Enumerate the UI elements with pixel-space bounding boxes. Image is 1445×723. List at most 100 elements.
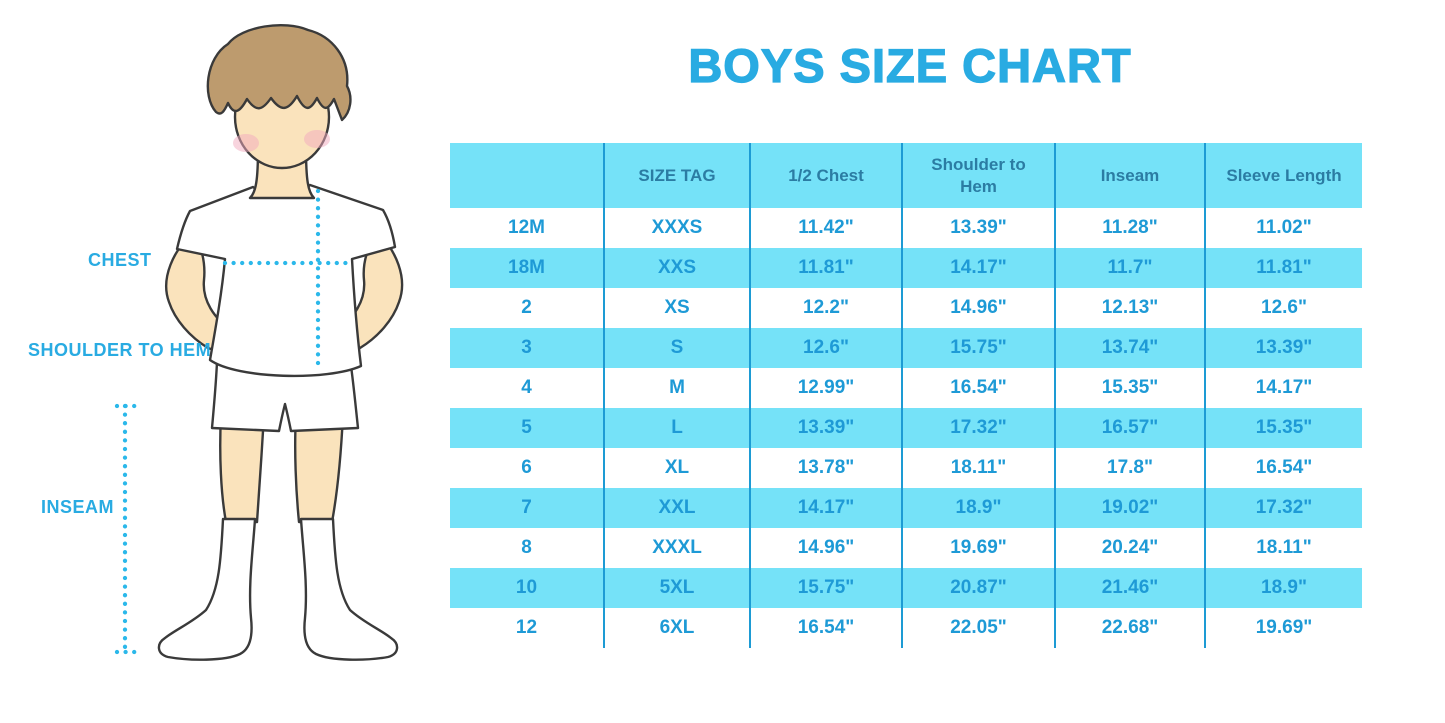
- table-cell: 19.02": [1054, 488, 1205, 528]
- table-row: 12 6XL 16.54" 22.05" 22.68" 19.69": [450, 608, 1362, 648]
- left-sock: [157, 517, 257, 661]
- table-cell: 12.6": [749, 328, 902, 368]
- table-cell: 22.68": [1054, 608, 1205, 648]
- table-cell: 12.6": [1204, 288, 1362, 328]
- table-cell: 17.32": [1204, 488, 1362, 528]
- table-cell: XXS: [603, 248, 750, 288]
- table-cell: 12: [450, 608, 604, 648]
- table-cell: XS: [603, 288, 750, 328]
- table-cell: 19.69": [901, 528, 1055, 568]
- table-cell: 20.24": [1054, 528, 1205, 568]
- table-cell: 18.9": [901, 488, 1055, 528]
- table-cell: 12.2": [749, 288, 902, 328]
- table-cell: 7: [450, 488, 604, 528]
- table-cell: 5: [450, 408, 604, 448]
- boy-measurement-illustration: CHEST SHOULDER TO HEM INSEAM: [0, 0, 450, 723]
- table-cell: 11.42": [749, 208, 902, 248]
- table-cell: 12.99": [749, 368, 902, 408]
- table-cell: 19.69": [1204, 608, 1362, 648]
- table-cell: 22.05": [901, 608, 1055, 648]
- table-cell: 20.87": [901, 568, 1055, 608]
- shorts: [210, 360, 360, 433]
- table-cell: 12M: [450, 208, 604, 248]
- table-cell: XL: [603, 448, 750, 488]
- table-cell: 16.54": [1204, 448, 1362, 488]
- table-cell: 6: [450, 448, 604, 488]
- table-cell: 16.57": [1054, 408, 1205, 448]
- table-cell: 18.11": [901, 448, 1055, 488]
- table-cell: 11.28": [1054, 208, 1205, 248]
- column-header: 1/2 Chest: [749, 143, 902, 208]
- table-cell: 14.17": [901, 248, 1055, 288]
- right-sock: [299, 517, 399, 661]
- table-cell: 10: [450, 568, 604, 608]
- table-cell: 3: [450, 328, 604, 368]
- table-cell: 14.96": [749, 528, 902, 568]
- size-table: SIZE TAG 1/2 Chest Shoulder to Hem Inseam Sl…: [450, 143, 1362, 648]
- table-cell: 15.75": [901, 328, 1055, 368]
- table-cell: 13.39": [901, 208, 1055, 248]
- left-leg: [219, 413, 266, 524]
- table-cell: 13.39": [749, 408, 902, 448]
- table-row: 12M XXXS 11.42" 13.39" 11.28" 11.02": [450, 208, 1362, 248]
- column-header: SIZE TAG: [603, 143, 750, 208]
- chest-label: CHEST: [88, 250, 152, 270]
- table-cell: 11.02": [1204, 208, 1362, 248]
- column-header: Shoulder to Hem: [901, 143, 1055, 208]
- table-cell: 11.81": [1204, 248, 1362, 288]
- table-row: 8 XXXL 14.96" 19.69" 20.24" 18.11": [450, 528, 1362, 568]
- table-cell: 11.81": [749, 248, 902, 288]
- table-cell: 13.39": [1204, 328, 1362, 368]
- table-cell: 15.75": [749, 568, 902, 608]
- page-title: BOYS SIZE CHART: [688, 38, 1132, 92]
- table-row: 4 M 12.99" 16.54" 15.35" 14.17": [450, 368, 1362, 408]
- table-row: 7 XXL 14.17" 18.9" 19.02" 17.32": [450, 488, 1362, 528]
- table-row: 18M XXS 11.81" 14.17" 11.7" 11.81": [450, 248, 1362, 288]
- table-row: 2 XS 12.2" 14.96" 12.13" 12.6": [450, 288, 1362, 328]
- column-header: Inseam: [1054, 143, 1205, 208]
- table-cell: 21.46": [1054, 568, 1205, 608]
- table-cell: M: [603, 368, 750, 408]
- table-row: 5 L 13.39" 17.32" 16.57" 15.35": [450, 408, 1362, 448]
- column-header: [450, 143, 604, 208]
- right-cheek: [304, 130, 330, 148]
- table-header-row: SIZE TAG 1/2 Chest Shoulder to Hem Inseam Sl…: [450, 143, 1362, 208]
- table-cell: 14.17": [1204, 368, 1362, 408]
- table-cell: 18.11": [1204, 528, 1362, 568]
- table-cell: 2: [450, 288, 604, 328]
- table-cell: 15.35": [1054, 368, 1205, 408]
- hair: [206, 24, 352, 122]
- inseam-label: INSEAM: [41, 497, 115, 517]
- table-cell: 12.13": [1054, 288, 1205, 328]
- column-header: Sleeve Length: [1204, 143, 1362, 208]
- table-cell: 15.35": [1204, 408, 1362, 448]
- table-row: 10 5XL 15.75" 20.87" 21.46" 18.9": [450, 568, 1362, 608]
- table-cell: S: [603, 328, 750, 368]
- table-cell: XXL: [603, 488, 750, 528]
- table-cell: 18.9": [1204, 568, 1362, 608]
- boy-figure: [114, 24, 404, 661]
- shoulder-to-hem-label: SHOULDER TO HEM: [28, 340, 212, 360]
- table-cell: 11.7": [1054, 248, 1205, 288]
- table-cell: 4: [450, 368, 604, 408]
- table-cell: 14.17": [749, 488, 902, 528]
- table-cell: L: [603, 408, 750, 448]
- table-cell: 17.8": [1054, 448, 1205, 488]
- table-row: 3 S 12.6" 15.75" 13.74" 13.39": [450, 328, 1362, 368]
- table-cell: 17.32": [901, 408, 1055, 448]
- table-cell: 18M: [450, 248, 604, 288]
- table-cell: 13.74": [1054, 328, 1205, 368]
- table-row: 6 XL 13.78" 18.11" 17.8" 16.54": [450, 448, 1362, 488]
- table-cell: 14.96": [901, 288, 1055, 328]
- t-shirt: [175, 183, 397, 378]
- table-cell: XXXL: [603, 528, 750, 568]
- table-cell: 5XL: [603, 568, 750, 608]
- table-cell: XXXS: [603, 208, 750, 248]
- table-cell: 13.78": [749, 448, 902, 488]
- table-cell: 6XL: [603, 608, 750, 648]
- table-cell: 16.54": [901, 368, 1055, 408]
- table-cell: 16.54": [749, 608, 902, 648]
- table-cell: 8: [450, 528, 604, 568]
- left-cheek: [233, 134, 259, 152]
